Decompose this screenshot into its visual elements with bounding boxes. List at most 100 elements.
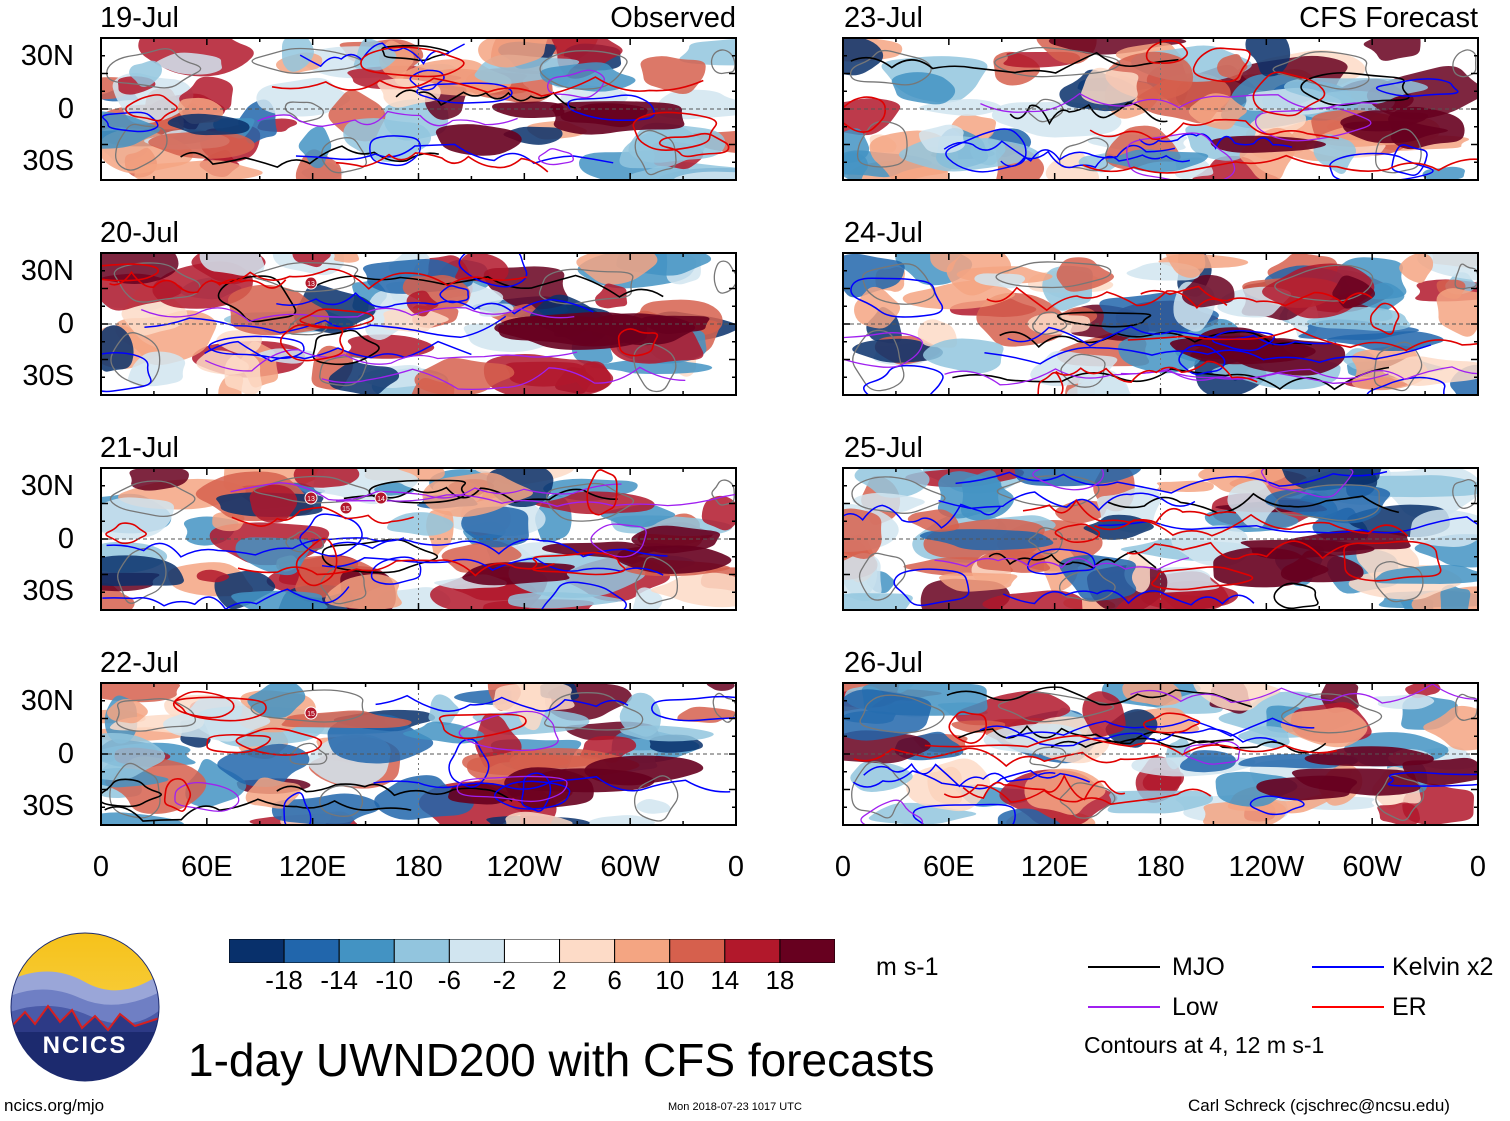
longitude-label: 60W xyxy=(600,851,660,883)
map-plot xyxy=(100,37,737,181)
latitude-label: 0 xyxy=(57,738,74,770)
storm-marker: 13 xyxy=(304,491,318,505)
panel-date: 20-Jul xyxy=(100,217,179,249)
panel-date: 21-Jul xyxy=(100,432,179,464)
colorbar-tick-label: 6 xyxy=(607,965,622,995)
colorbar-swatch xyxy=(559,939,616,963)
longitude-label: 180 xyxy=(394,851,443,883)
legend-line-mjo xyxy=(1088,966,1160,968)
panel-date: 22-Jul xyxy=(100,647,179,679)
map-plot xyxy=(842,252,1479,396)
legend-line-er xyxy=(1312,1006,1384,1008)
colorbar-tick-label: -2 xyxy=(492,965,517,995)
longitude-label: 0 xyxy=(834,851,852,883)
contours xyxy=(843,468,1478,610)
panel-date: 23-Jul xyxy=(844,2,923,34)
contours xyxy=(843,277,1478,395)
panel-forecast-1: 23-Jul CFS Forecast xyxy=(742,0,1482,190)
colorbar-swatch xyxy=(229,939,285,963)
wind-field: 13 15 14 xyxy=(101,468,736,610)
footer-timestamp: Mon 2018-07-23 1017 UTC xyxy=(668,1101,802,1113)
axis-ticks xyxy=(842,252,1479,396)
panel-forecast-4: 26-Jul xyxy=(742,645,1482,835)
longitude-label: 0 xyxy=(1469,851,1487,883)
panel-observed-1: 19-Jul Observed xyxy=(0,0,740,190)
map-plot xyxy=(842,37,1479,181)
contours xyxy=(101,253,686,393)
legend-line-kelvin xyxy=(1312,966,1384,968)
longitude-label: 120E xyxy=(1020,851,1089,883)
legend-label-mjo: MJO xyxy=(1172,953,1225,981)
longitude-label: 120E xyxy=(278,851,347,883)
map-plot: 15 xyxy=(100,682,737,826)
longitude-label: 60W xyxy=(1342,851,1402,883)
coastlines xyxy=(109,475,735,605)
latitude-label: 0 xyxy=(57,523,74,555)
colorbar-swatch xyxy=(283,939,340,963)
coastlines xyxy=(851,691,1478,822)
contours xyxy=(101,690,736,825)
colorbar-tick-label: -14 xyxy=(320,965,358,995)
longitude-label: 0 xyxy=(92,851,110,883)
longitude-label: 60E xyxy=(181,851,233,883)
wind-field xyxy=(843,253,1478,395)
storm-marker: 14 xyxy=(374,491,388,505)
panel-observed-3: 13 15 14 21-Jul xyxy=(0,430,740,620)
latitude-label: 30N xyxy=(20,40,74,72)
colorbar-tick-label: 10 xyxy=(655,965,685,995)
colorbar-swatch xyxy=(669,939,726,963)
map-plot xyxy=(842,467,1479,611)
colorbar-swatch xyxy=(338,939,395,963)
colorbar-tick-label: -6 xyxy=(437,965,461,995)
colorbar-swatch xyxy=(614,939,671,963)
legend-line-low xyxy=(1088,1006,1160,1008)
colorbar-swatch xyxy=(724,939,781,963)
longitude-label: 120W xyxy=(1228,851,1305,883)
wind-field: 13 xyxy=(101,253,736,395)
axis-ticks xyxy=(100,37,737,181)
wind-field xyxy=(843,683,1478,825)
latitude-label: 30N xyxy=(20,255,74,287)
panel-date: 25-Jul xyxy=(844,432,923,464)
axis-ticks xyxy=(100,252,737,396)
panel-date: 19-Jul xyxy=(100,2,179,34)
ncics-logo: NCICS xyxy=(10,932,160,1082)
wind-field xyxy=(843,468,1478,610)
colorbar xyxy=(229,939,835,963)
storm-marker-label: 13 xyxy=(307,281,315,288)
coastlines xyxy=(109,689,736,822)
legend-label-low: Low xyxy=(1172,993,1218,1021)
latitude-label: 30S xyxy=(22,790,74,822)
storm-marker-label: 13 xyxy=(307,496,315,503)
storm-marker: 15 xyxy=(304,706,318,720)
colorbar-swatch xyxy=(779,939,835,963)
panel-forecast-2: 24-Jul xyxy=(742,215,1482,405)
storm-marker-label: 15 xyxy=(342,506,350,513)
colorbar-swatch xyxy=(503,939,561,963)
contours xyxy=(101,42,730,173)
latitude-label: 0 xyxy=(57,93,74,125)
panel-date: 24-Jul xyxy=(844,217,923,249)
colorbar-swatch xyxy=(393,939,450,963)
latitude-label: 30N xyxy=(20,470,74,502)
axis-ticks xyxy=(100,467,737,611)
map-plot xyxy=(842,682,1479,826)
longitude-label: 120W xyxy=(486,851,563,883)
latitude-label: 0 xyxy=(57,308,74,340)
wind-field xyxy=(101,38,736,180)
storm-marker-label: 15 xyxy=(307,711,315,718)
latitude-label: 30S xyxy=(22,145,74,177)
panel-header-forecast: CFS Forecast xyxy=(1299,2,1478,34)
colorbar-units: m s-1 xyxy=(876,953,939,981)
storm-marker-label: 14 xyxy=(377,496,385,503)
footer-url-link[interactable]: ncics.org/mjo xyxy=(4,1096,105,1115)
storm-marker: 15 xyxy=(339,501,353,515)
axis-ticks xyxy=(842,682,1479,826)
wind-field: 15 xyxy=(101,683,736,825)
storm-marker: 13 xyxy=(304,276,318,290)
colorbar-tick-label: 14 xyxy=(710,965,740,995)
latitude-label: 30S xyxy=(22,575,74,607)
map-plot: 13 xyxy=(100,252,737,396)
logo-text: NCICS xyxy=(43,1032,128,1059)
panel-date: 26-Jul xyxy=(844,647,923,679)
